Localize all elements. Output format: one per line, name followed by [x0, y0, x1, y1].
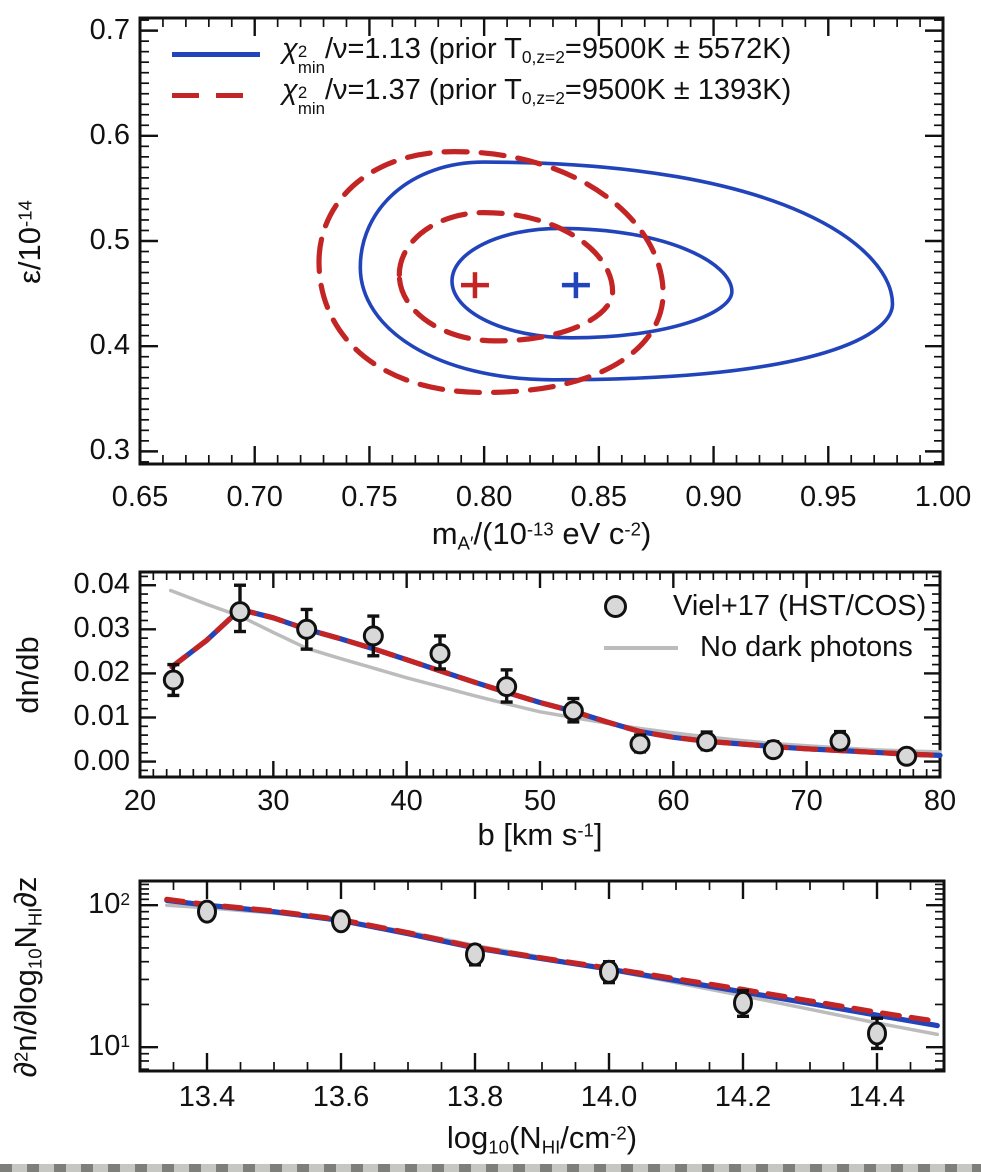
x-tick-label: 30 — [257, 785, 290, 817]
x-tick-label: 70 — [790, 785, 823, 817]
x-tick-label: 0.80 — [455, 481, 513, 513]
y-tick-label: 0.04 — [73, 568, 130, 601]
contour-blue-inner-68 — [450, 226, 734, 340]
x-tick-label: 0.85 — [570, 481, 628, 513]
data-point — [629, 733, 651, 755]
data-point — [867, 1021, 887, 1046]
y-tick-label: 0.7 — [89, 13, 130, 46]
data-point — [496, 676, 518, 698]
legend-label-viel17: Viel+17 (HST/COS) — [673, 590, 927, 622]
x-tick-label: 20 — [123, 785, 157, 817]
data-point — [296, 618, 318, 640]
gray-line-sample — [604, 645, 678, 650]
y-tick-label: 0.01 — [73, 700, 130, 733]
data-point — [197, 899, 217, 924]
y-tick-label: 0.4 — [89, 329, 130, 362]
x-tick-label: 14.4 — [848, 1081, 906, 1113]
contour-red-inner-68 — [396, 209, 616, 344]
data-point — [599, 959, 619, 984]
data-point — [429, 643, 451, 665]
x-tick-label: 14.0 — [580, 1081, 638, 1113]
data-point — [762, 739, 784, 761]
middle-x-axis-title: b [km s-1] — [477, 817, 603, 852]
x-tick-label: 0.70 — [226, 481, 283, 513]
data-point — [362, 625, 384, 647]
data-point — [733, 990, 753, 1015]
legend-label-red: χ 2 min/ν=1.37 (prior T0,z=2=9500K ± 1393K… — [282, 74, 792, 118]
cropped-next-panel-strip — [0, 1164, 981, 1172]
data-point-marker-sample — [604, 595, 627, 618]
legend-label-no-dark-photons: No dark photons — [700, 631, 913, 663]
bottom-x-axis-title: log10(NHI/cm-2) — [446, 1120, 638, 1158]
series-no-dark-photons — [165, 903, 940, 1037]
legend-item-red-model: χ 2 min/ν=1.37 (prior T0,z=2=9500K ± 1393K… — [172, 74, 792, 118]
x-tick-label: 13.4 — [178, 1081, 236, 1113]
top-legend: χ 2 min/ν=1.13 (prior T0,z=2=9500K ± 5572K… — [172, 33, 792, 118]
y-tick-label: 0.3 — [89, 434, 130, 467]
data-point — [562, 700, 584, 722]
legend-item-blue-model: χ 2 min/ν=1.13 (prior T0,z=2=9500K ± 5572K… — [172, 33, 792, 77]
x-tick-label: 80 — [923, 785, 957, 817]
legend-label-blue: χ 2 min/ν=1.13 (prior T0,z=2=9500K ± 5572K… — [282, 33, 792, 77]
bottom-y-axis-title: ∂2n/∂log10NHI∂z — [8, 876, 46, 1078]
data-point — [162, 669, 184, 691]
y-tick-label: 0.03 — [73, 612, 130, 645]
data-point — [696, 731, 718, 753]
red-dashed-line-sample — [172, 93, 260, 98]
contour-red-outer-95 — [316, 148, 666, 396]
legend-item-viel17: Viel+17 (HST/COS) — [578, 586, 926, 627]
y-tick-label: 102 — [88, 888, 130, 921]
legend-item-no-dark-photons: No dark photons — [578, 627, 926, 668]
x-tick-label: 13.8 — [446, 1081, 504, 1113]
data-point — [896, 745, 918, 767]
series-dark-photon-model-red — [164, 896, 940, 1024]
y-tick-label: 0.02 — [73, 656, 130, 689]
x-tick-label: 1.00 — [914, 481, 972, 513]
data-point — [331, 909, 351, 934]
contour-blue-outer-95 — [358, 160, 895, 382]
series-dark-photon-model-blue — [164, 897, 940, 1029]
x-tick-label: 60 — [657, 785, 690, 817]
series-no-dark-photons — [168, 588, 942, 754]
data-point — [465, 942, 485, 967]
top-x-axis-title: mA′/(10-13 eV c-2) — [431, 516, 652, 554]
x-tick-label: 0.75 — [341, 481, 398, 513]
y-tick-label: 0.6 — [89, 118, 130, 151]
middle-legend: Viel+17 (HST/COS) No dark photons — [578, 586, 926, 668]
blue-solid-line-sample — [172, 52, 260, 57]
x-tick-label: 14.2 — [714, 1081, 772, 1113]
x-tick-label: 40 — [390, 785, 423, 817]
data-point — [229, 601, 251, 623]
x-tick-label: 0.95 — [800, 481, 857, 513]
y-tick-label: 0.00 — [73, 744, 130, 777]
y-tick-label: 101 — [88, 1030, 130, 1063]
x-tick-label: 50 — [523, 785, 557, 817]
x-tick-label: 0.90 — [685, 481, 742, 513]
x-tick-label: 0.65 — [111, 481, 169, 513]
data-point — [829, 730, 851, 752]
y-tick-label: 0.5 — [89, 224, 130, 256]
x-tick-label: 13.6 — [312, 1081, 370, 1113]
